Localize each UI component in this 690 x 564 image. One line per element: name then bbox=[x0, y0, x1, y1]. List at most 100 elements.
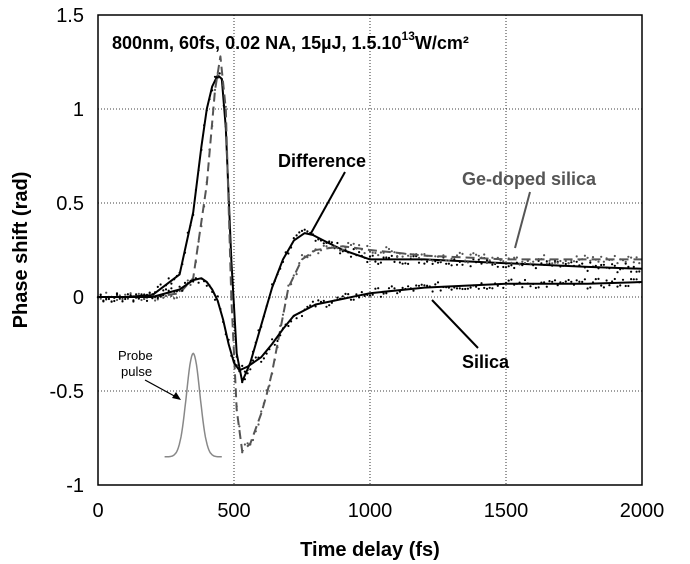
data-point-ge-doped-silica bbox=[374, 251, 377, 255]
data-point-silica bbox=[480, 282, 483, 285]
data-point-ge-doped-silica bbox=[216, 74, 219, 77]
data-point-silica bbox=[181, 289, 184, 292]
data-point-difference bbox=[113, 299, 116, 303]
data-point-ge-doped-silica bbox=[521, 260, 524, 263]
grid-lines bbox=[98, 15, 642, 485]
data-point-ge-doped-silica bbox=[366, 244, 369, 248]
data-point-ge-doped-silica bbox=[401, 255, 404, 258]
data-point-ge-doped-silica bbox=[260, 410, 263, 413]
data-point-ge-doped-silica bbox=[140, 298, 143, 302]
data-point-ge-doped-silica bbox=[227, 202, 230, 205]
data-point-difference bbox=[461, 263, 464, 266]
data-point-silica bbox=[118, 297, 121, 300]
data-point-silica bbox=[251, 359, 255, 362]
data-point-ge-doped-silica bbox=[518, 262, 521, 266]
data-point-silica bbox=[241, 364, 244, 367]
data-point-silica bbox=[485, 287, 489, 290]
data-point-ge-doped-silica bbox=[341, 248, 344, 251]
chart-title-exponent: 13 bbox=[402, 29, 416, 43]
data-point-ge-doped-silica bbox=[325, 245, 328, 248]
data-point-silica bbox=[151, 293, 154, 296]
data-point-ge-doped-silica bbox=[455, 254, 459, 257]
data-point-silica bbox=[412, 289, 415, 292]
data-point-silica bbox=[358, 296, 361, 299]
data-point-ge-doped-silica bbox=[197, 240, 200, 243]
data-point-difference bbox=[589, 261, 592, 264]
data-point-ge-doped-silica bbox=[450, 257, 453, 260]
annotation-difference-pointer bbox=[309, 171, 346, 236]
annotation-silica-pointer bbox=[431, 299, 479, 349]
data-point-difference bbox=[445, 262, 448, 265]
y-axis-label: Phase shift (rad) bbox=[10, 172, 32, 329]
data-point-silica bbox=[426, 284, 429, 287]
data-point-difference bbox=[322, 242, 325, 245]
y-tick-label-5: 1.5 bbox=[56, 5, 84, 27]
data-point-ge-doped-silica bbox=[483, 253, 486, 256]
data-point-ge-doped-silica bbox=[627, 255, 630, 258]
data-point-ge-doped-silica bbox=[635, 256, 638, 259]
data-point-silica bbox=[107, 297, 110, 301]
data-point-silica bbox=[393, 287, 396, 290]
data-point-silica bbox=[635, 278, 638, 281]
data-point-silica bbox=[115, 293, 119, 296]
data-point-ge-doped-silica bbox=[439, 260, 442, 263]
data-point-ge-doped-silica bbox=[559, 259, 562, 263]
data-point-ge-doped-silica bbox=[390, 250, 393, 253]
data-point-silica bbox=[382, 292, 385, 295]
data-point-silica bbox=[121, 300, 124, 303]
data-point-ge-doped-silica bbox=[510, 261, 513, 264]
data-point-ge-doped-silica bbox=[513, 256, 516, 259]
data-point-ge-doped-silica bbox=[300, 254, 304, 257]
data-point-silica bbox=[581, 280, 584, 283]
data-point-silica bbox=[420, 283, 423, 286]
y-tick-label-4: 1 bbox=[73, 99, 84, 121]
data-point-difference bbox=[349, 255, 353, 258]
data-point-ge-doped-silica bbox=[363, 252, 366, 255]
annotation-probe-line2: pulse bbox=[121, 364, 152, 379]
data-point-silica bbox=[262, 357, 265, 360]
data-point-difference bbox=[602, 263, 606, 266]
data-point-silica bbox=[551, 280, 554, 283]
data-point-ge-doped-silica bbox=[556, 261, 559, 264]
data-point-difference bbox=[638, 270, 641, 273]
data-point-difference bbox=[586, 269, 589, 272]
data-point-silica bbox=[450, 288, 453, 291]
data-point-ge-doped-silica bbox=[224, 105, 227, 108]
data-point-silica bbox=[597, 277, 600, 280]
data-point-ge-doped-silica bbox=[281, 313, 285, 316]
annotation-ge-doped-pointer bbox=[514, 191, 531, 249]
data-point-difference bbox=[469, 265, 472, 268]
data-point-silica bbox=[300, 314, 304, 318]
data-point-silica bbox=[548, 280, 551, 283]
data-point-difference bbox=[358, 251, 361, 254]
data-point-ge-doped-silica bbox=[632, 261, 635, 264]
data-point-ge-doped-silica bbox=[396, 255, 399, 259]
data-point-difference bbox=[485, 259, 489, 262]
data-point-ge-doped-silica bbox=[407, 254, 410, 257]
data-point-silica bbox=[110, 300, 113, 303]
data-point-ge-doped-silica bbox=[393, 251, 396, 254]
data-point-ge-doped-silica bbox=[458, 251, 461, 254]
data-point-ge-doped-silica bbox=[529, 262, 532, 265]
data-point-silica bbox=[99, 293, 102, 296]
data-point-silica bbox=[415, 284, 418, 287]
y-tick-label-0: -1 bbox=[66, 475, 84, 497]
data-point-silica bbox=[287, 324, 290, 328]
data-point-silica bbox=[265, 352, 268, 355]
data-point-difference bbox=[306, 230, 309, 233]
data-point-silica bbox=[170, 287, 173, 290]
data-point-difference bbox=[159, 283, 162, 286]
data-point-silica bbox=[627, 284, 630, 288]
data-point-ge-doped-silica bbox=[129, 292, 132, 295]
data-point-ge-doped-silica bbox=[485, 261, 489, 265]
data-point-difference bbox=[366, 260, 369, 264]
data-point-ge-doped-silica bbox=[164, 294, 168, 298]
data-point-ge-doped-silica bbox=[189, 283, 192, 286]
data-point-silica bbox=[368, 294, 372, 297]
data-point-difference bbox=[407, 262, 410, 265]
data-point-difference bbox=[502, 265, 505, 269]
data-point-silica bbox=[205, 284, 208, 287]
data-point-ge-doped-silica bbox=[589, 259, 592, 262]
data-point-silica bbox=[431, 290, 434, 293]
data-point-silica bbox=[483, 286, 486, 289]
